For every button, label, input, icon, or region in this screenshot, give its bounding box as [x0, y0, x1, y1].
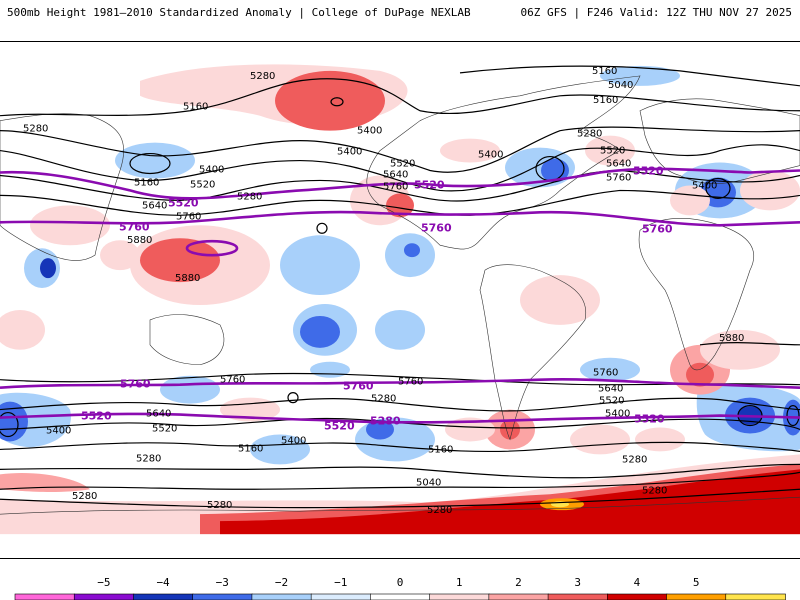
contour-label: 5880 [175, 273, 200, 284]
legend-tick-label: −4 [156, 576, 170, 589]
legend-swatch [251, 593, 312, 600]
contour-label: 5520 [634, 413, 665, 426]
contour-label: 5400 [605, 409, 630, 420]
highlight-contour-labels: 5520 5520 5520 5760 5760 5760 5760 5760 … [81, 165, 673, 433]
legend-tick-label: −2 [275, 576, 288, 589]
contour-label: 5760 [343, 380, 374, 393]
legend-swatch [310, 593, 372, 600]
contour-label: 5280 [207, 500, 232, 511]
contour-label: 5280 [23, 124, 48, 135]
contour-labels: 5160 5040 5160 5280 5160 5280 5400 5400 … [23, 66, 744, 516]
contour-label: 5280 [370, 415, 401, 428]
legend-tick-label: 5 [693, 576, 700, 589]
contour-label: 5880 [127, 235, 152, 246]
contour-label: 5160 [428, 444, 453, 455]
legend-swatch [607, 593, 668, 600]
contour-label: 5520 [599, 396, 624, 407]
contour-label: 5520 [600, 146, 625, 157]
contour-label: 5760 [606, 172, 631, 183]
legend-tick-label: −3 [216, 576, 229, 589]
contour-label: 5280 [622, 454, 647, 465]
map-title: 500mb Height 1981–2010 Standardized Anom… [7, 6, 471, 19]
contour-label: 5520 [324, 420, 355, 433]
contour-label: 5280 [577, 129, 602, 140]
legend-swatch [488, 593, 549, 600]
contour-label: 5760 [642, 222, 673, 235]
model-run-info: 06Z GFS | F246 Valid: 12Z THU NOV 27 202… [520, 6, 792, 19]
contour-label: 5520 [190, 179, 215, 190]
contour-label: 5640 [383, 169, 408, 180]
contour-label: 5760 [220, 375, 245, 386]
contour-label: 5640 [606, 159, 631, 170]
legend-tick-label: 4 [634, 576, 641, 589]
contour-label: 5760 [120, 378, 151, 391]
legend-swatch [725, 593, 786, 600]
contour-label: 5760 [398, 377, 423, 388]
legend-tick-label: −5 [97, 576, 110, 589]
contour-label: 5160 [592, 66, 617, 77]
legend-colorbar: −5 −4 −3 −2 −1 0 1 2 3 4 5 [14, 576, 786, 600]
contour-label: 5520 [390, 159, 415, 170]
contour-label: 5640 [142, 200, 167, 211]
contour-label: 5520 [414, 178, 445, 191]
highlight-contours [0, 167, 800, 424]
contour-label: 5400 [281, 435, 306, 446]
contour-label: 5160 [593, 95, 618, 106]
legend-swatch [133, 593, 194, 600]
legend-tick-label: 1 [456, 576, 463, 589]
contour-label: 5280 [72, 491, 97, 502]
legend-tick-label: −1 [334, 576, 347, 589]
contour-label: 5520 [152, 424, 177, 435]
legend-swatch [666, 593, 727, 600]
contour-label: 5520 [633, 165, 664, 178]
contour-label: 5760 [176, 211, 201, 222]
contour-label: 5280 [642, 485, 667, 496]
legend-swatches [14, 593, 786, 600]
positive-anomaly-shading [0, 64, 800, 535]
legend-ticks: −5 −4 −3 −2 −1 0 1 2 3 4 5 [97, 576, 699, 589]
contour-label: 5160 [134, 177, 159, 188]
contour-label: 5760 [383, 181, 408, 192]
contour-label: 5880 [719, 333, 744, 344]
contour-label: 5160 [238, 443, 263, 454]
contour-label: 5280 [250, 71, 275, 82]
contour-label: 5400 [46, 425, 71, 436]
contour-label: 5280 [371, 394, 396, 405]
legend-swatch [429, 593, 490, 600]
legend-swatch [14, 593, 76, 600]
legend-swatch [73, 593, 135, 600]
contour-label: 5520 [81, 410, 112, 423]
contour-label: 5280 [237, 191, 262, 202]
contour-label: 5760 [593, 368, 618, 379]
legend-swatch [370, 593, 431, 600]
contour-label: 5760 [421, 221, 452, 234]
contour-label: 5160 [183, 102, 208, 113]
contour-label: 5640 [598, 384, 623, 395]
legend-tick-label: 0 [397, 576, 404, 589]
contour-label: 5400 [337, 147, 362, 158]
contour-label: 5760 [119, 220, 150, 233]
legend-tick-label: 2 [515, 576, 522, 589]
contour-label: 5400 [692, 180, 717, 191]
contour-label: 5040 [608, 80, 633, 91]
contour-label: 5400 [478, 150, 503, 161]
legend-swatch [547, 593, 609, 600]
legend-tick-label: 3 [574, 576, 581, 589]
contour-label: 5640 [146, 409, 171, 420]
legend-swatch [192, 593, 253, 600]
contour-label: 5400 [199, 165, 224, 176]
contour-label: 5520 [168, 196, 199, 209]
contour-label: 5280 [427, 505, 452, 516]
contour-label: 5040 [416, 477, 441, 488]
contour-label: 5400 [357, 126, 382, 137]
anomaly-map: 5160 5040 5160 5280 5160 5280 5400 5400 … [0, 41, 800, 559]
height-contours [0, 65, 800, 509]
contour-label: 5280 [136, 453, 161, 464]
